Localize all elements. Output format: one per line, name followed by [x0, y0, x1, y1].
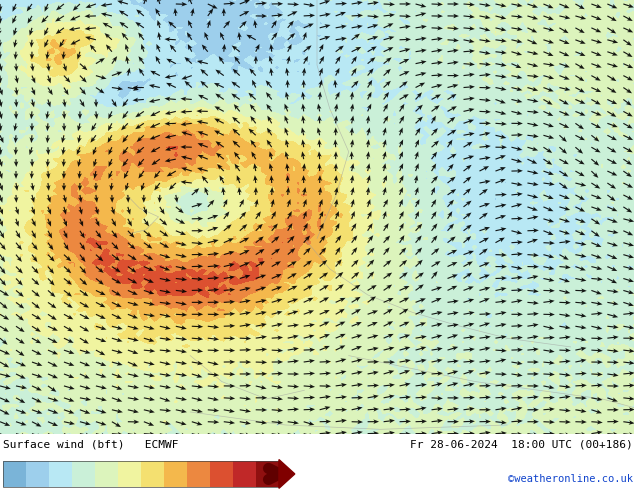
Polygon shape — [279, 460, 295, 489]
Bar — [187, 461, 210, 487]
Text: Surface wind (bft)   ECMWF: Surface wind (bft) ECMWF — [3, 439, 179, 449]
Bar — [164, 461, 187, 487]
Bar — [233, 461, 256, 487]
Text: Fr 28-06-2024  18:00 UTC (00+186): Fr 28-06-2024 18:00 UTC (00+186) — [410, 439, 633, 449]
Text: ©weatheronline.co.uk: ©weatheronline.co.uk — [508, 474, 633, 484]
Bar — [256, 461, 279, 487]
Bar — [3, 461, 279, 487]
Bar — [49, 461, 72, 487]
Bar — [118, 461, 141, 487]
Bar — [210, 461, 233, 487]
Bar — [72, 461, 95, 487]
Bar — [3, 461, 26, 487]
Bar — [141, 461, 164, 487]
Bar — [26, 461, 49, 487]
Bar — [95, 461, 118, 487]
